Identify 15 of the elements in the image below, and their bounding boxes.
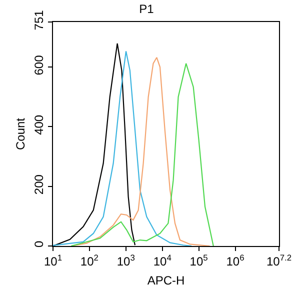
y-tick-label: 200	[32, 174, 46, 195]
y-tick-label: 400	[32, 114, 46, 135]
y-axis-title: Count	[14, 117, 28, 150]
x-tick-label: 10$^{3}$	[116, 252, 136, 268]
x-tick-label: 10$^{2}$	[80, 252, 99, 268]
x-tick-label: 10$^{5}$	[190, 252, 208, 268]
y-tick-label: 751	[32, 10, 46, 30]
x-tick-label: 10$^{6}$	[226, 252, 245, 268]
x-tick-label: 10$^{1}$	[44, 252, 62, 268]
x-tick-label: 10$^{4}$	[153, 252, 172, 268]
y-tick-label: 0	[32, 240, 46, 248]
chart-title: P1	[139, 2, 154, 16]
x-tick-label: 10$^{7.2}$	[266, 252, 292, 268]
x-axis-title: APC-H	[147, 273, 185, 288]
y-tick-label: 600	[32, 54, 46, 76]
